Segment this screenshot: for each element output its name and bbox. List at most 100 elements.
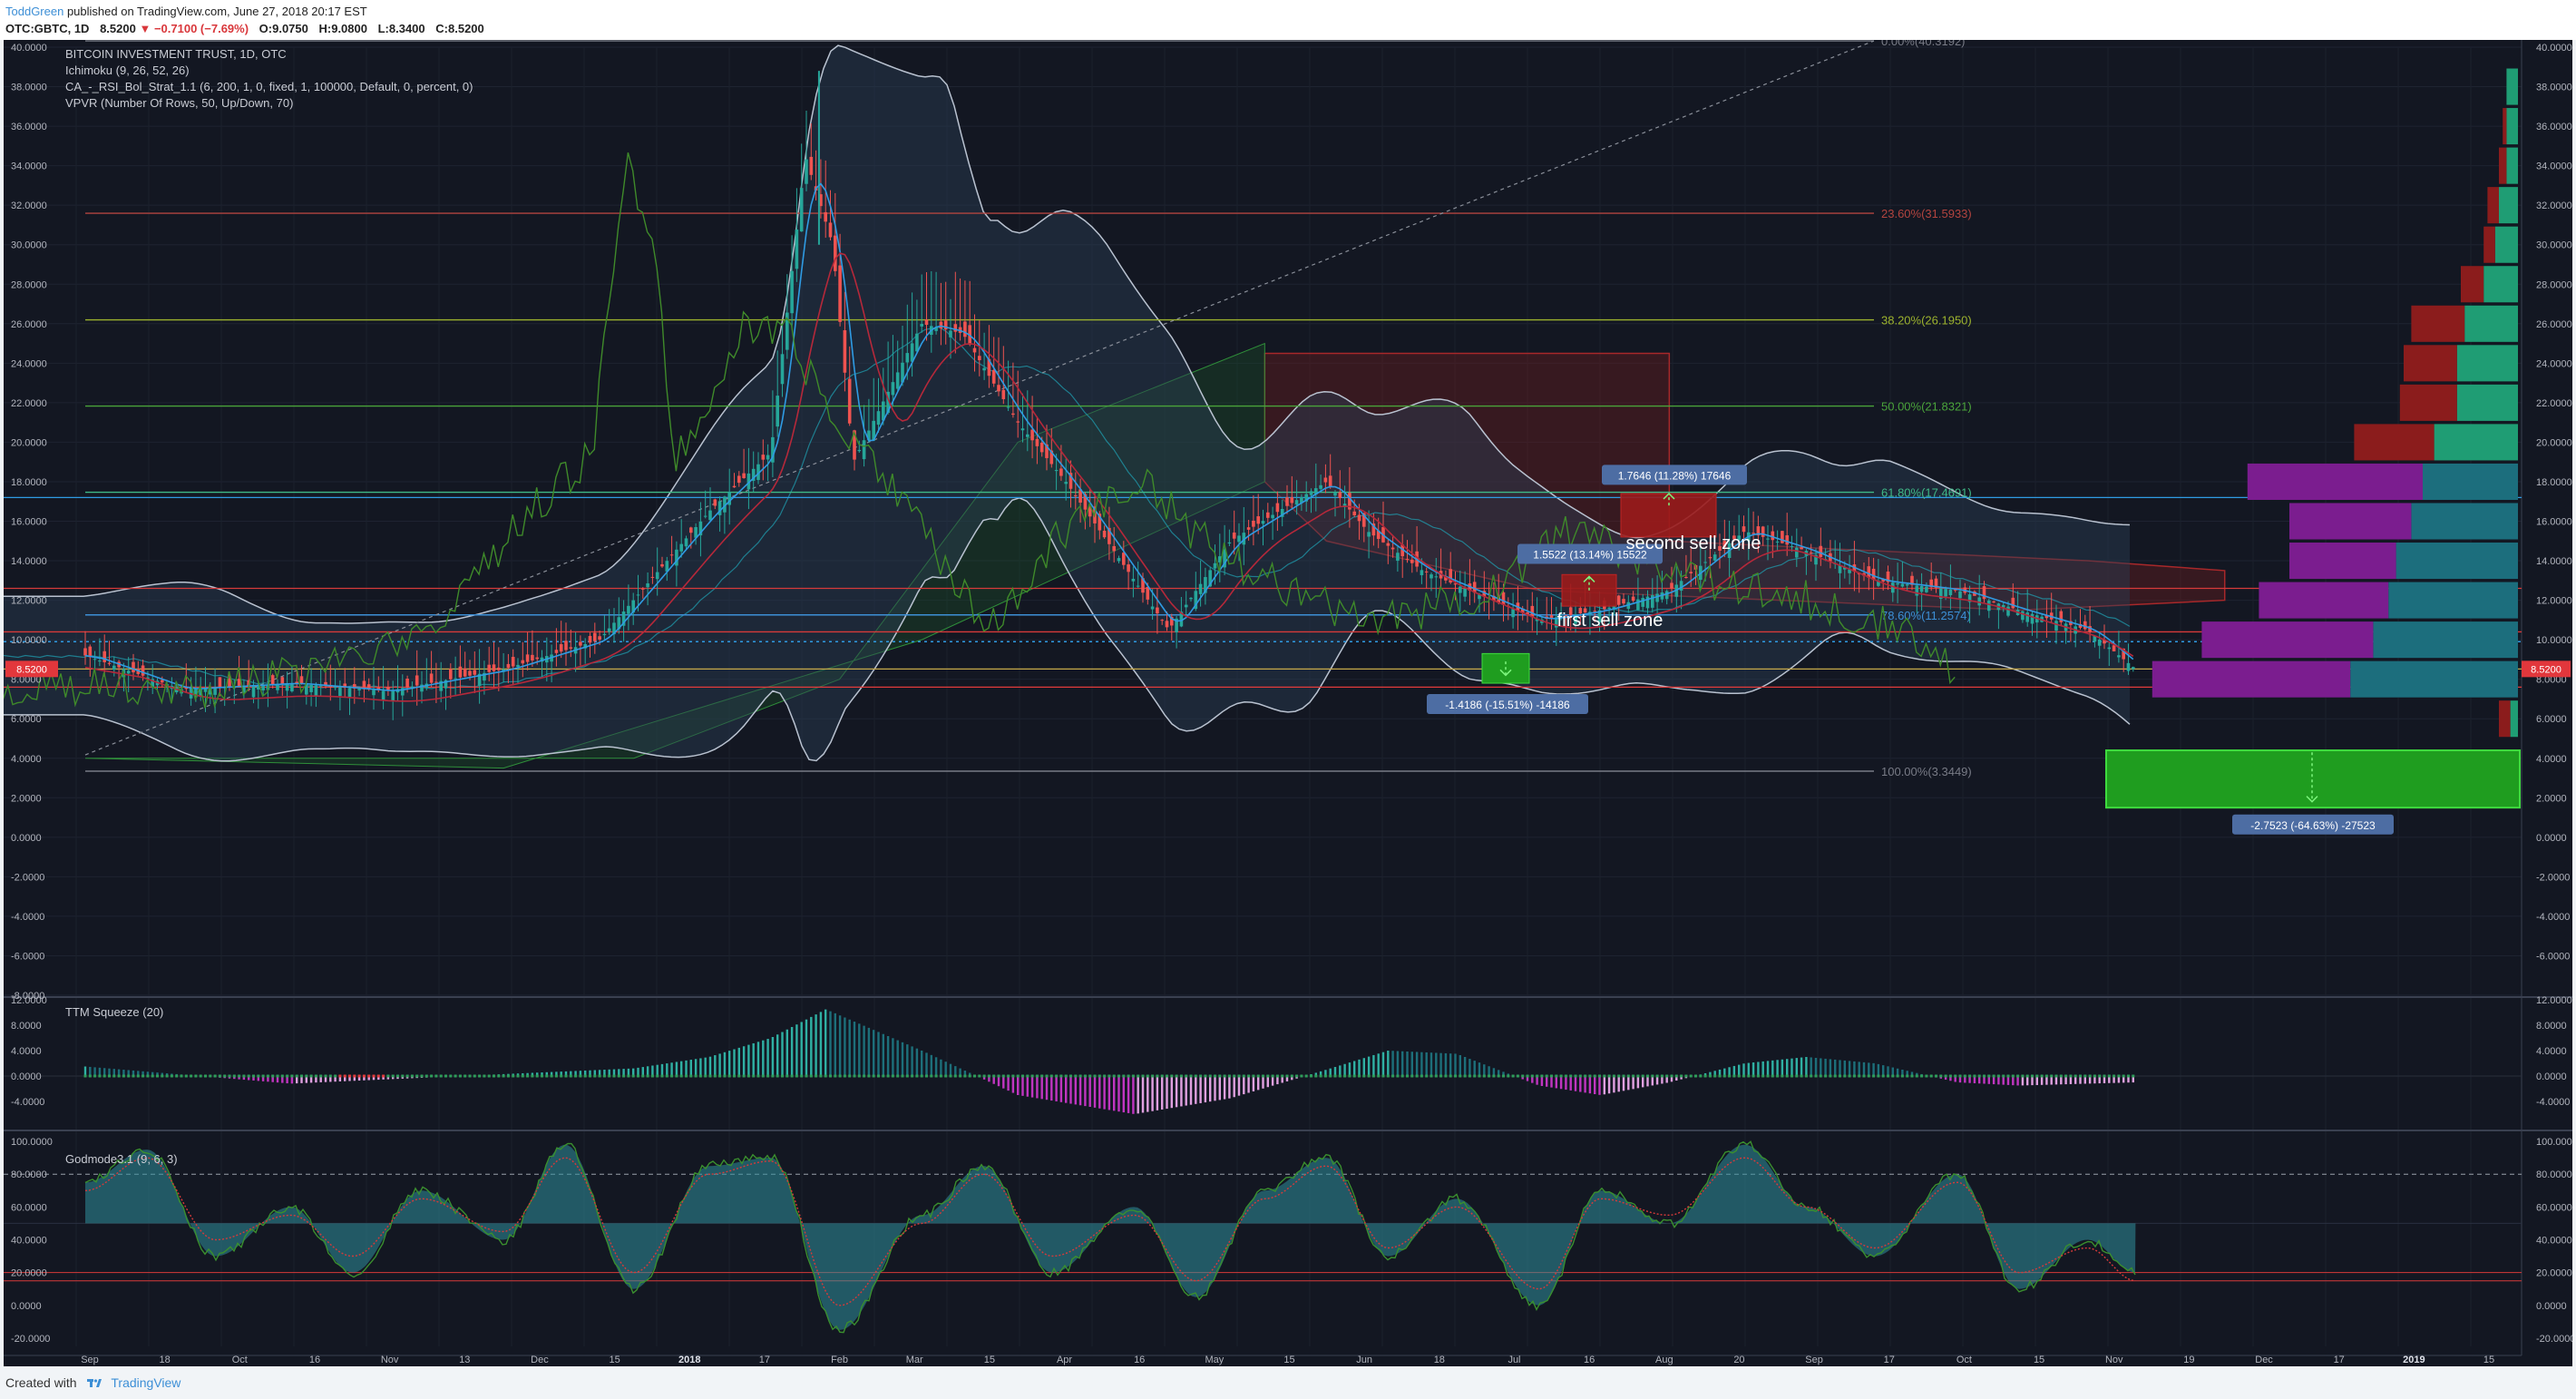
ttm-squeeze-dot: [376, 1074, 380, 1078]
ttm-squeeze-dot: [1237, 1074, 1241, 1078]
candle-body: [112, 665, 116, 670]
candle-body: [1078, 489, 1082, 504]
candle-body: [1718, 545, 1722, 551]
ttm-squeeze-dot: [891, 1074, 894, 1078]
candle-body: [1300, 496, 1303, 504]
candle-body: [1896, 582, 1899, 585]
candle-body: [934, 327, 938, 331]
ttm-squeeze-dot: [834, 1074, 837, 1078]
candle-body: [1290, 497, 1294, 504]
volume-profile-down-bar: [2289, 543, 2396, 580]
ttm-squeeze-dot: [1396, 1074, 1400, 1078]
ttm-squeeze-dot: [930, 1074, 933, 1078]
ttm-squeeze-dot: [1069, 1074, 1072, 1078]
candle-body: [1459, 586, 1462, 593]
godmode-pane-title: Godmode3.1 (9, 6, 3): [65, 1152, 178, 1166]
candle-body: [1511, 609, 1515, 618]
ttm-squeeze-dot: [2079, 1074, 2082, 1078]
candle-body: [627, 605, 630, 614]
ttm-squeeze-dot: [843, 1074, 846, 1078]
ttm-squeeze-dot: [1055, 1074, 1059, 1078]
right-price-tick: 18.0000: [2536, 477, 2572, 488]
ttm-squeeze-dot: [805, 1074, 808, 1078]
ttm-squeeze-dot: [2098, 1074, 2102, 1078]
candle-body: [872, 420, 875, 441]
ttm-squeeze-dot: [1511, 1074, 1515, 1078]
candle-body: [2021, 611, 2025, 621]
right-price-tick: 6.0000: [2536, 714, 2567, 725]
candle-body: [2083, 621, 2087, 630]
chart-svg[interactable]: 0.00%(40.3192) 23.60%(31.5933) 38.20%(26.1…: [4, 40, 2572, 1366]
candle-body: [1420, 570, 1424, 575]
candle-body: [1900, 583, 1905, 587]
ttm-squeeze-dot: [1776, 1074, 1780, 1078]
candle-body: [1122, 553, 1126, 565]
ttm-squeeze-dot: [1367, 1074, 1371, 1078]
ttm-squeeze-dot: [1281, 1074, 1284, 1078]
candle-body: [1020, 428, 1025, 431]
candle-body: [1256, 516, 1260, 524]
time-tick: Sep: [81, 1355, 99, 1365]
candle-body: [295, 681, 298, 684]
ttm-squeeze-dot: [502, 1074, 505, 1078]
ttm-squeeze-dot: [2011, 1074, 2015, 1078]
ttm-squeeze-dot: [1781, 1074, 1784, 1078]
candle-body: [1275, 503, 1280, 513]
candle-body: [309, 684, 313, 692]
ttm-squeeze-dot: [800, 1074, 804, 1078]
chart-area[interactable]: 0.00%(40.3192) 23.60%(31.5933) 38.20%(26.1…: [4, 40, 2572, 1366]
candle-body: [1323, 477, 1328, 483]
ttm-squeeze-dot: [1011, 1074, 1015, 1078]
ttm-squeeze-dot: [925, 1074, 928, 1078]
ttm-squeeze-dot: [1530, 1074, 1534, 1078]
ttm-squeeze-dot: [637, 1074, 639, 1078]
ttm-squeeze-dot: [1578, 1074, 1582, 1078]
candle-body: [487, 664, 491, 672]
candle-body: [1242, 533, 1246, 545]
ttm-squeeze-dot: [1151, 1074, 1155, 1078]
candle-body: [732, 485, 737, 488]
candle-body: [1925, 586, 1928, 592]
candle-body: [1684, 577, 1688, 579]
right-price-tick: 16.0000: [2536, 517, 2572, 528]
candle-body: [1141, 578, 1145, 593]
ttm-squeeze-dot: [723, 1074, 727, 1078]
ttm-squeeze-dot: [151, 1074, 154, 1078]
candle-body: [554, 650, 559, 653]
tradingview-link[interactable]: TradingView: [111, 1375, 181, 1390]
candle-body: [429, 673, 434, 683]
ttm-squeeze-dot: [737, 1074, 741, 1078]
candle-body: [1049, 450, 1054, 465]
ttm-squeeze-dot: [1983, 1074, 1986, 1078]
ttm-squeeze-dot: [309, 1074, 313, 1078]
ttm-squeeze-dot: [1078, 1074, 1082, 1078]
candle-body: [1237, 535, 1241, 543]
ttm-squeeze-dot: [1684, 1074, 1688, 1078]
ttm-squeeze-dot: [1252, 1074, 1255, 1078]
candle-body: [439, 680, 443, 691]
candle-body: [1732, 535, 1736, 540]
ttm-squeeze-dot: [583, 1074, 587, 1078]
candle-body: [1285, 497, 1289, 506]
candle-body: [1578, 608, 1583, 614]
candle-body: [761, 455, 766, 460]
author-link[interactable]: ToddGreen: [5, 5, 64, 18]
ttm-squeeze-dot: [1929, 1074, 1933, 1078]
candle-body: [1016, 421, 1020, 423]
candle-body: [1204, 577, 1207, 593]
candle-body: [531, 654, 534, 660]
ttm-squeeze-dot: [1708, 1074, 1712, 1078]
ttm-squeeze-dot: [1223, 1074, 1226, 1078]
ttm-squeeze-dot: [1026, 1074, 1029, 1078]
candle-body: [1564, 615, 1568, 617]
candle-body: [1795, 547, 1799, 558]
ttm-squeeze-dot: [1891, 1074, 1895, 1078]
ttm-squeeze-dot: [1829, 1074, 1832, 1078]
ttm-squeeze-dot: [1449, 1074, 1452, 1078]
candle-body: [756, 464, 760, 481]
ttm-right-tick: 0.0000: [2536, 1071, 2567, 1082]
ttm-squeeze-dot: [675, 1074, 678, 1078]
ttm-right-tick: 4.0000: [2536, 1046, 2567, 1057]
ttm-squeeze-dot: [973, 1074, 976, 1078]
ttm-squeeze-dot: [535, 1074, 539, 1078]
